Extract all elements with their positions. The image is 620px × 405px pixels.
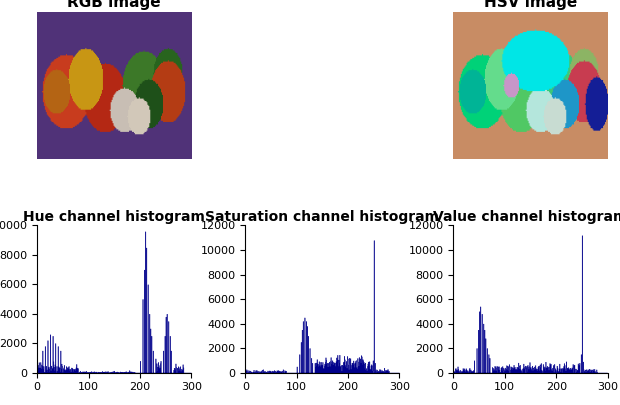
Title: RGB image: RGB image: [68, 0, 161, 10]
Title: Hue channel histogram: Hue channel histogram: [24, 210, 205, 224]
Title: Saturation channel histogram: Saturation channel histogram: [205, 210, 440, 224]
Title: Value channel histogram: Value channel histogram: [433, 210, 620, 224]
Title: HSV image: HSV image: [484, 0, 577, 10]
